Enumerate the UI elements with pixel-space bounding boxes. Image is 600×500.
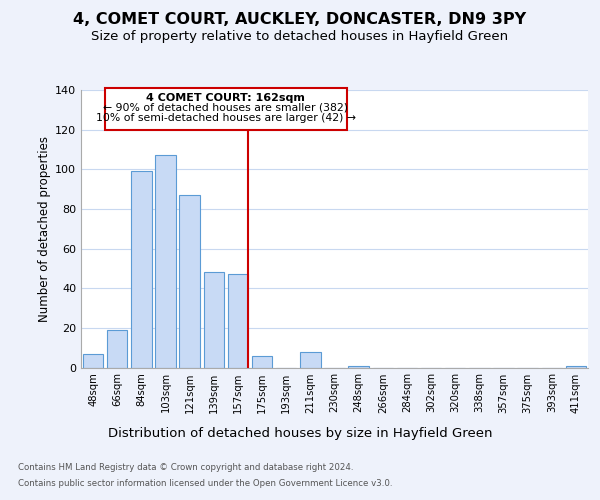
- Bar: [83, 354, 103, 368]
- Bar: [107, 330, 127, 368]
- Text: Contains HM Land Registry data © Crown copyright and database right 2024.: Contains HM Land Registry data © Crown c…: [18, 462, 353, 471]
- Bar: [131, 172, 152, 368]
- FancyBboxPatch shape: [105, 88, 347, 130]
- Y-axis label: Number of detached properties: Number of detached properties: [38, 136, 51, 322]
- Bar: [179, 195, 200, 368]
- Text: 4 COMET COURT: 162sqm: 4 COMET COURT: 162sqm: [146, 93, 305, 103]
- Bar: [155, 156, 176, 368]
- Text: Distribution of detached houses by size in Hayfield Green: Distribution of detached houses by size …: [108, 428, 492, 440]
- Text: Contains public sector information licensed under the Open Government Licence v3: Contains public sector information licen…: [18, 478, 392, 488]
- Bar: [300, 352, 320, 368]
- Text: 10% of semi-detached houses are larger (42) →: 10% of semi-detached houses are larger (…: [96, 113, 356, 123]
- Bar: [252, 356, 272, 368]
- Bar: [203, 272, 224, 368]
- Bar: [566, 366, 586, 368]
- Bar: [349, 366, 369, 368]
- Text: 4, COMET COURT, AUCKLEY, DONCASTER, DN9 3PY: 4, COMET COURT, AUCKLEY, DONCASTER, DN9 …: [73, 12, 527, 28]
- Text: ← 90% of detached houses are smaller (382): ← 90% of detached houses are smaller (38…: [103, 103, 349, 113]
- Bar: [227, 274, 248, 368]
- Text: Size of property relative to detached houses in Hayfield Green: Size of property relative to detached ho…: [91, 30, 509, 43]
